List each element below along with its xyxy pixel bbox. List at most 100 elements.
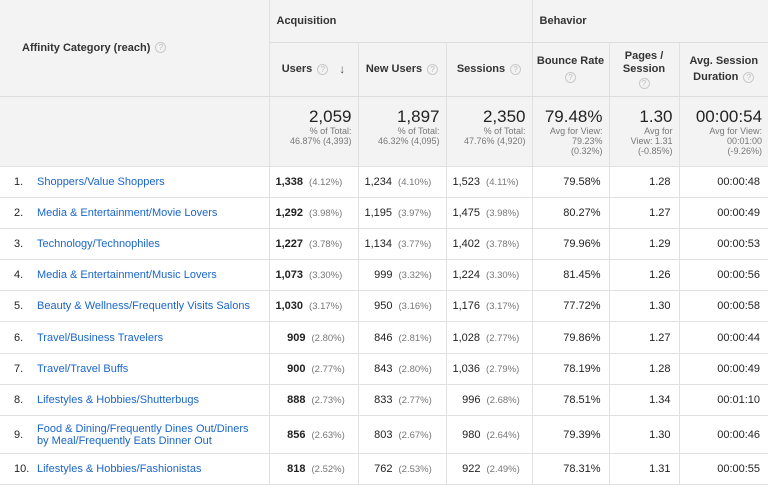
users-cell: 856 (2.63%) <box>269 415 359 454</box>
bounce-rate-cell: 78.31% <box>532 453 610 486</box>
sessions-percent: (2.79%) <box>486 363 520 375</box>
sessions-cell: 922 (2.49%) <box>446 453 533 486</box>
users-percent: (2.73%) <box>311 394 345 406</box>
category-cell: 8. Lifestyles & Hobbies/Shutterbugs <box>0 384 270 417</box>
new-users-value: 843 <box>374 362 393 375</box>
category-link[interactable]: Lifestyles & Hobbies/Shutterbugs <box>37 393 200 406</box>
column-label-sessions: Sessions <box>456 63 506 75</box>
category-link-line1: Food & Dining/Frequently Dines Out/Diner… <box>37 422 249 435</box>
help-icon[interactable]: ? <box>510 63 522 75</box>
total-sessions: 2,350 % of Total: 47.76% (4,920) <box>446 96 533 167</box>
totals-empty-cell <box>0 96 270 167</box>
new-users-cell: 1,195 (3.97%) <box>358 197 447 229</box>
column-label-avg-session-1: Avg. Session <box>689 54 759 67</box>
category-link[interactable]: Beauty & Wellness/Frequently Visits Salo… <box>37 300 250 313</box>
table-row: 2. Media & Entertainment/Movie Lovers 1,2… <box>0 197 768 229</box>
row-index: 9. <box>14 428 24 441</box>
category-link[interactable]: Shoppers/Value Shoppers <box>37 175 165 188</box>
totals-row: 2,059 % of Total: 46.87% (4,393) 1,897 %… <box>0 96 768 167</box>
users-cell: 1,338 (4.12%) <box>269 166 359 198</box>
users-cell: 1,030 (3.17%) <box>269 290 359 323</box>
users-value: 900 <box>287 362 306 375</box>
total-users: 2,059 % of Total: 46.87% (4,393) <box>269 96 359 167</box>
users-percent: (2.80%) <box>311 332 345 344</box>
new-users-percent: (3.77%) <box>398 238 432 250</box>
avg-session-cell: 00:00:55 <box>679 453 768 486</box>
category-link[interactable]: Food & Dining/Frequently Dines Out/Diner… <box>37 423 249 447</box>
row-index: 8. <box>14 393 24 406</box>
total-users-label: % of Total: <box>309 125 352 136</box>
column-header-pages-session[interactable]: Pages / Session ? <box>609 42 680 97</box>
column-label-bounce-rate: Bounce Rate <box>536 55 605 67</box>
sessions-value: 922 <box>462 463 481 476</box>
users-cell: 909 (2.80%) <box>269 321 359 354</box>
sessions-percent: (3.17%) <box>486 301 520 313</box>
category-link[interactable]: Lifestyles & Hobbies/Fashionistas <box>37 463 202 476</box>
avg-session-cell: 00:00:49 <box>679 197 768 229</box>
sessions-value: 1,402 <box>452 237 481 250</box>
total-pages-session-view: View: 1.31 <box>630 135 673 146</box>
column-label-avg-session-2: Duration <box>693 70 739 83</box>
total-bounce-rate-delta: (0.32%) <box>571 145 603 156</box>
category-link[interactable]: Technology/Technophiles <box>37 237 160 250</box>
category-link[interactable]: Travel/Travel Buffs <box>37 362 129 375</box>
category-link[interactable]: Travel/Business Travelers <box>37 331 164 344</box>
users-percent: (2.77%) <box>311 363 345 375</box>
bounce-rate-cell: 79.86% <box>532 321 610 354</box>
category-link[interactable]: Media & Entertainment/Movie Lovers <box>37 206 218 219</box>
total-bounce-rate: 79.48% Avg for View: 79.23% (0.32%) <box>532 96 610 167</box>
total-users-share: 46.87% (4,393) <box>289 135 352 146</box>
help-icon[interactable]: ? <box>317 63 329 75</box>
help-icon[interactable]: ? <box>155 42 167 54</box>
sort-descending-icon[interactable]: ↓ <box>339 62 346 76</box>
sessions-percent: (2.68%) <box>486 394 520 406</box>
new-users-percent: (2.53%) <box>398 464 432 476</box>
category-cell: 7. Travel/Travel Buffs <box>0 353 270 385</box>
table-row: 8. Lifestyles & Hobbies/Shutterbugs 888 (2… <box>0 384 768 417</box>
total-new-users: 1,897 % of Total: 46.32% (4,095) <box>358 96 447 167</box>
dimension-header[interactable]: Affinity Category (reach) ? <box>0 0 270 97</box>
total-new-users-value: 1,897 <box>396 106 440 126</box>
table-row: 10. Lifestyles & Hobbies/Fashionistas 818… <box>0 453 768 486</box>
help-icon[interactable]: ? <box>638 77 650 89</box>
column-header-sessions[interactable]: Sessions ? <box>446 42 533 97</box>
total-bounce-rate-value: 79.48% <box>544 106 603 126</box>
help-icon[interactable]: ? <box>743 71 755 83</box>
new-users-value: 803 <box>374 428 393 441</box>
new-users-percent: (2.80%) <box>398 363 432 375</box>
users-value: 818 <box>287 463 306 476</box>
row-index: 4. <box>14 269 24 282</box>
new-users-percent: (3.16%) <box>398 301 432 313</box>
sessions-cell: 1,036 (2.79%) <box>446 353 533 385</box>
users-percent: (2.63%) <box>311 429 345 441</box>
table-row: 3. Technology/Technophiles 1,227 (3.78%) 1… <box>0 228 768 261</box>
new-users-percent: (2.67%) <box>398 429 432 441</box>
column-header-users[interactable]: Users ? ↓ <box>269 42 359 97</box>
new-users-value: 1,195 <box>364 206 393 219</box>
sessions-value: 980 <box>462 428 481 441</box>
table-row: 5. Beauty & Wellness/Frequently Visits Sa… <box>0 290 768 323</box>
sessions-percent: (2.77%) <box>486 332 520 344</box>
users-percent: (3.17%) <box>309 301 343 313</box>
column-header-avg-session-duration[interactable]: Avg. Session Duration ? <box>679 42 768 97</box>
bounce-rate-cell: 81.45% <box>532 259 610 292</box>
bounce-rate-cell: 79.58% <box>532 166 610 198</box>
column-header-bounce-rate[interactable]: Bounce Rate ? <box>532 42 610 97</box>
users-cell: 818 (2.52%) <box>269 453 359 486</box>
help-icon[interactable]: ? <box>427 63 439 75</box>
group-acquisition: Acquisition <box>269 0 533 43</box>
sessions-value: 1,036 <box>452 362 481 375</box>
help-icon[interactable]: ? <box>565 72 577 83</box>
users-cell: 1,227 (3.78%) <box>269 228 359 261</box>
bounce-rate-cell: 78.19% <box>532 353 610 385</box>
new-users-percent: (3.32%) <box>398 270 432 282</box>
column-label-new-users: New Users <box>365 63 423 75</box>
total-sessions-value: 2,350 <box>482 106 526 126</box>
users-percent: (3.98%) <box>309 207 343 219</box>
sessions-cell: 980 (2.64%) <box>446 415 533 454</box>
column-header-new-users[interactable]: New Users ? <box>358 42 447 97</box>
category-link[interactable]: Media & Entertainment/Music Lovers <box>37 269 217 282</box>
pages-session-cell: 1.30 <box>609 415 680 454</box>
new-users-percent: (2.77%) <box>398 394 432 406</box>
